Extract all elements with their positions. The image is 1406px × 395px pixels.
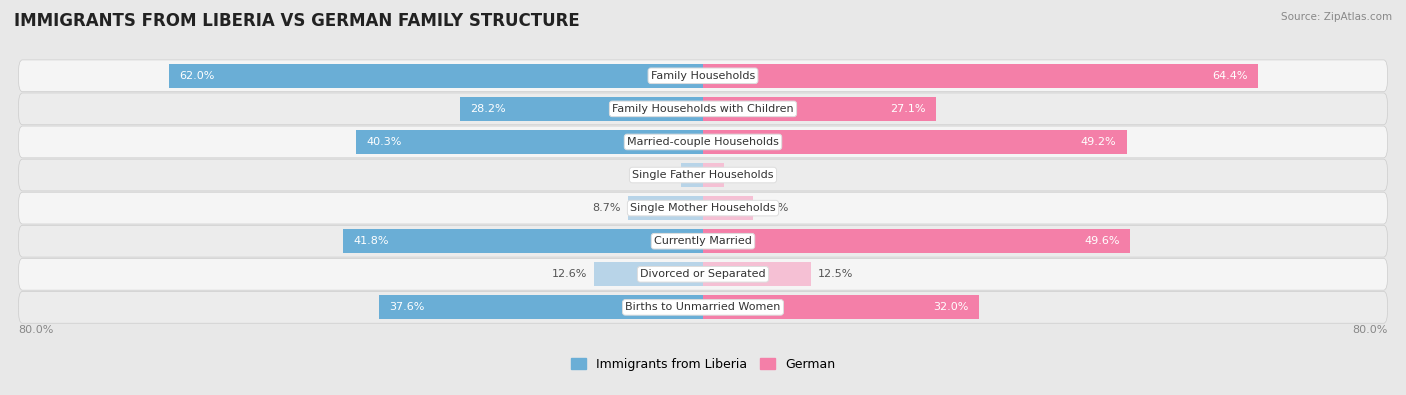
Text: Single Mother Households: Single Mother Households bbox=[630, 203, 776, 213]
Text: 2.4%: 2.4% bbox=[731, 170, 759, 180]
Text: Source: ZipAtlas.com: Source: ZipAtlas.com bbox=[1281, 12, 1392, 22]
FancyBboxPatch shape bbox=[18, 258, 1388, 290]
Bar bbox=[703, 163, 724, 187]
FancyBboxPatch shape bbox=[18, 159, 1388, 191]
FancyBboxPatch shape bbox=[18, 292, 1388, 323]
Bar bbox=[703, 295, 979, 319]
Bar bbox=[682, 163, 703, 187]
Bar bbox=[703, 229, 1130, 253]
Text: Divorced or Separated: Divorced or Separated bbox=[640, 269, 766, 279]
FancyBboxPatch shape bbox=[18, 225, 1388, 257]
Bar bbox=[628, 196, 703, 220]
FancyBboxPatch shape bbox=[18, 126, 1388, 158]
Text: 80.0%: 80.0% bbox=[18, 325, 53, 335]
Text: Births to Unmarried Women: Births to Unmarried Women bbox=[626, 302, 780, 312]
Text: 40.3%: 40.3% bbox=[367, 137, 402, 147]
Text: 37.6%: 37.6% bbox=[389, 302, 425, 312]
Text: Married-couple Households: Married-couple Households bbox=[627, 137, 779, 147]
Text: Currently Married: Currently Married bbox=[654, 236, 752, 246]
Text: 49.2%: 49.2% bbox=[1081, 137, 1116, 147]
Text: 12.6%: 12.6% bbox=[553, 269, 588, 279]
Bar bbox=[380, 295, 703, 319]
Bar bbox=[169, 64, 703, 88]
Text: 32.0%: 32.0% bbox=[932, 302, 969, 312]
Legend: Immigrants from Liberia, German: Immigrants from Liberia, German bbox=[567, 353, 839, 376]
Bar bbox=[703, 97, 936, 121]
Bar bbox=[356, 130, 703, 154]
Text: 27.1%: 27.1% bbox=[890, 104, 927, 114]
Text: 49.6%: 49.6% bbox=[1084, 236, 1119, 246]
Bar bbox=[703, 64, 1257, 88]
Text: Family Households with Children: Family Households with Children bbox=[612, 104, 794, 114]
Bar bbox=[460, 97, 703, 121]
Text: 12.5%: 12.5% bbox=[817, 269, 853, 279]
FancyBboxPatch shape bbox=[18, 60, 1388, 92]
Bar bbox=[703, 196, 754, 220]
Bar bbox=[595, 262, 703, 286]
Text: Family Households: Family Households bbox=[651, 71, 755, 81]
Bar bbox=[703, 262, 811, 286]
Text: 2.5%: 2.5% bbox=[647, 170, 675, 180]
Text: 41.8%: 41.8% bbox=[353, 236, 389, 246]
Text: Single Father Households: Single Father Households bbox=[633, 170, 773, 180]
Text: 28.2%: 28.2% bbox=[471, 104, 506, 114]
Bar bbox=[343, 229, 703, 253]
Text: 64.4%: 64.4% bbox=[1212, 71, 1247, 81]
Text: 8.7%: 8.7% bbox=[593, 203, 621, 213]
Text: 80.0%: 80.0% bbox=[1353, 325, 1388, 335]
FancyBboxPatch shape bbox=[18, 192, 1388, 224]
Text: IMMIGRANTS FROM LIBERIA VS GERMAN FAMILY STRUCTURE: IMMIGRANTS FROM LIBERIA VS GERMAN FAMILY… bbox=[14, 12, 579, 30]
FancyBboxPatch shape bbox=[18, 93, 1388, 125]
Text: 5.8%: 5.8% bbox=[759, 203, 789, 213]
Text: 62.0%: 62.0% bbox=[180, 71, 215, 81]
Bar bbox=[703, 130, 1126, 154]
